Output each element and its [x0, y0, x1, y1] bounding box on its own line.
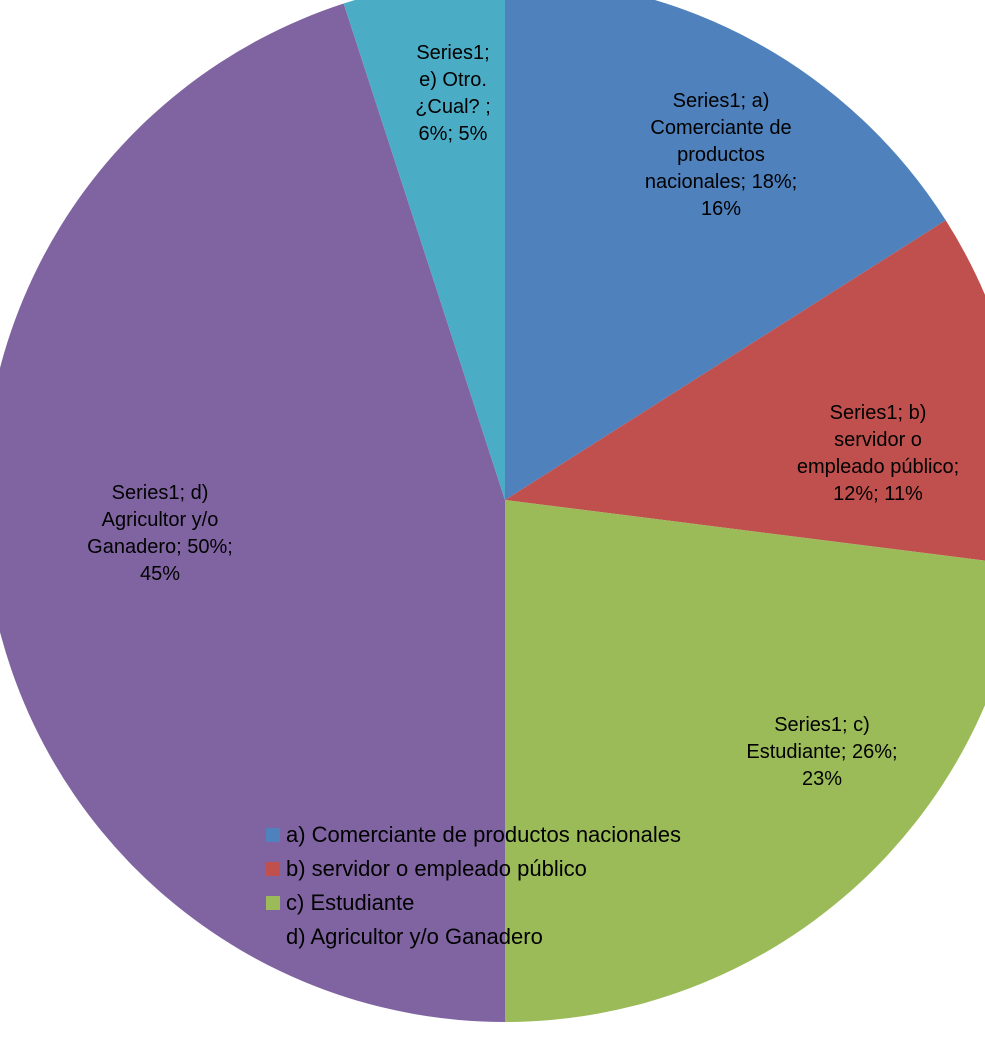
legend-label: a) Comerciante de productos nacionales	[286, 822, 682, 847]
legend-label: c) Estudiante	[286, 890, 415, 915]
slice-data-label: Series1; c) Estudiante; 26%; 23%	[712, 712, 932, 793]
slice-data-label-line: Series1; b)	[829, 402, 927, 424]
slice-data-label-line: Series1; a)	[672, 90, 770, 112]
slice-data-label-line: productos	[677, 144, 765, 166]
slice-data-label-line: Agricultor y/o	[101, 509, 219, 531]
legend-label: d) Agricultor y/o Ganadero	[286, 924, 543, 949]
legend-swatch	[266, 862, 280, 876]
slice-data-label: Series1; a) Comerciante de productos nacion…	[606, 88, 836, 223]
slice-data-label-line: Series1; d)	[111, 482, 209, 504]
legend-swatch	[266, 930, 280, 944]
slice-data-label-line: empleado público;	[796, 456, 960, 478]
slice-data-label-line: ¿Cual? ;	[415, 96, 491, 118]
slice-data-label-line: servidor o	[834, 429, 922, 451]
slice-data-label-line: 6%; 5%	[418, 123, 488, 145]
slice-data-label-line: Series1;	[416, 42, 490, 64]
slice-data-label-line: e) Otro.	[419, 69, 487, 91]
slice-data-label-line: nacionales; 18%;	[644, 171, 798, 193]
legend: a) Comerciante de productos nacionales b)…	[266, 818, 681, 954]
slice-data-label-line: 23%	[801, 768, 843, 790]
slice-data-label-line: Comerciante de	[650, 117, 792, 139]
pie-slice	[505, 220, 985, 561]
pie-slice	[0, 3, 505, 1022]
pie-slice	[505, 500, 985, 1022]
legend-swatch	[266, 828, 280, 842]
slice-data-label-line: 12%; 11%	[833, 483, 923, 505]
slice-data-label-line: Series1; c)	[774, 714, 870, 736]
slice-data-label-line: Estudiante; 26%;	[746, 741, 898, 763]
legend-item: a) Comerciante de productos nacionales	[266, 818, 681, 852]
legend-item: d) Agricultor y/o Ganadero	[266, 920, 681, 954]
legend-item: c) Estudiante	[266, 886, 681, 920]
slice-data-label: Series1; e) Otro. ¿Cual? ; 6%; 5%	[388, 40, 518, 148]
legend-label: b) servidor o empleado público	[286, 856, 587, 881]
slice-data-label: Series1; b) servidor o empleado público; 12…	[778, 400, 978, 508]
slice-data-label: Series1; d) Agricultor y/o Ganadero; 50%; 4…	[70, 480, 250, 588]
pie-slice	[505, 0, 946, 500]
legend-item: b) servidor o empleado público	[266, 852, 681, 886]
slice-data-label-line: 45%	[139, 563, 181, 585]
slice-data-label-line: Ganadero; 50%;	[87, 536, 233, 558]
slice-data-label-line: 16%	[700, 198, 742, 220]
pie-slice	[343, 0, 505, 500]
legend-swatch	[266, 896, 280, 910]
